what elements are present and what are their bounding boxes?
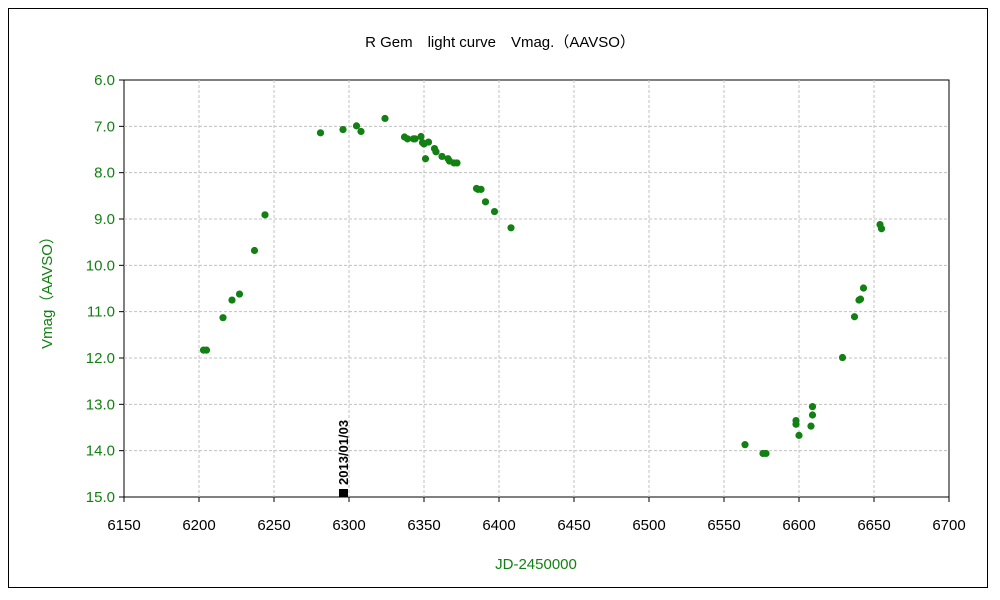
x-tick-label: 6150 [107,517,140,534]
x-axis-ticks: 6150 6200 6250 6300 6350 6400 6450 6500 6550 6600… [107,497,966,534]
y-tick-label: 13.0 [86,396,115,413]
data-point [219,314,227,322]
data-point [424,138,433,146]
data-point [850,313,859,321]
data-point [795,431,803,439]
x-tick-label: 6500 [632,517,665,534]
data-point [417,132,425,141]
data-point [792,420,800,428]
y-tick-label: 11.0 [87,304,115,321]
data-point [352,122,361,130]
y-tick-label: 8.0 [94,165,115,182]
data-point [202,346,211,354]
data-point [481,198,490,206]
grid-lines [124,80,949,497]
data-point [807,422,815,430]
data-point [859,284,868,292]
date-marker-label: 2013/01/03 [336,420,351,485]
data-point [490,207,499,216]
data-point [838,353,847,362]
data-point [261,211,269,219]
chart-title: R Gem light curve Vmag.（AAVSO） [365,34,635,51]
data-point [808,411,817,419]
data-point [411,135,419,143]
data-point [228,296,236,304]
y-tick-label: 15.0 [86,489,115,506]
y-axis-ticks: 6.0 7.0 8.0 9.0 10.0 11.0 12.0 13.0 14.0 15.0 [86,72,124,506]
y-tick-label: 14.0 [86,443,115,460]
data-point [741,441,749,449]
data-point [316,129,325,137]
data-point [808,403,817,411]
y-tick-label: 6.0 [94,72,115,89]
data-point [432,148,440,156]
data-point [235,290,244,298]
data-point [403,135,412,143]
y-tick-label: 9.0 [94,211,115,228]
data-point [421,155,430,163]
x-axis-label: JD-2450000 [495,556,577,573]
x-tick-label: 6400 [482,517,515,534]
data-point [357,127,365,136]
data-point [507,224,515,232]
chart-frame [8,8,988,588]
data-point [339,125,347,134]
data-point [762,449,770,458]
data-point [477,185,485,193]
x-tick-label: 6650 [857,517,890,534]
data-point [381,114,389,123]
x-tick-label: 6350 [407,517,440,534]
x-tick-label: 6550 [707,517,740,534]
data-point [856,295,865,303]
data-point [877,225,886,233]
data-point [250,246,259,255]
y-tick-label: 12.0 [86,350,115,367]
plot-area [123,79,950,498]
x-tick-label: 6250 [257,517,290,534]
y-axis-label: Vmag（AAVSO） [39,229,56,349]
y-tick-label: 7.0 [94,118,115,135]
x-tick-label: 6450 [557,517,590,534]
data-points [199,114,886,458]
x-tick-label: 6700 [932,517,965,534]
date-marker [339,489,348,497]
x-tick-label: 6200 [182,517,215,534]
data-point [453,159,461,167]
x-tick-label: 6600 [782,517,815,534]
annotation-group: 2013/01/03 [336,420,351,497]
data-point [438,152,446,161]
x-tick-label: 6300 [332,517,365,534]
y-tick-label: 10.0 [86,257,115,274]
